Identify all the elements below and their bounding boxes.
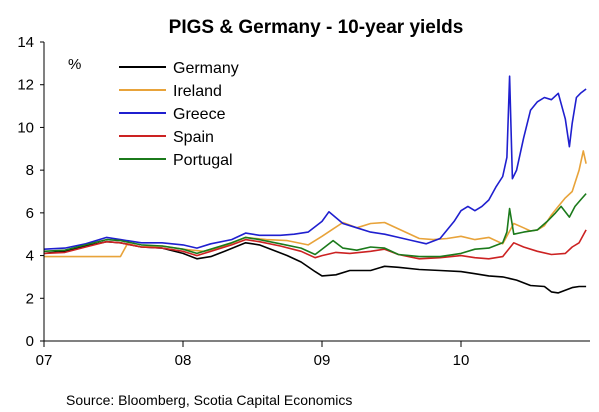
x-tick-label: 10 — [453, 352, 470, 369]
x-axis-ticks: 07 08 09 10 — [36, 341, 470, 369]
legend-label-portugal: Portugal — [173, 152, 233, 169]
legend-label-spain: Spain — [173, 129, 214, 146]
y-tick-label: 2 — [26, 290, 34, 307]
legend-label-germany: Germany — [173, 60, 239, 77]
series-line-greece — [43, 75, 587, 250]
series-line-spain — [43, 229, 587, 260]
series-line-portugal — [43, 193, 587, 258]
source-note: Source: Bloomberg, Scotia Capital Econom… — [66, 392, 352, 408]
legend: Germany Ireland Greece Spain Portugal — [119, 60, 239, 169]
x-tick-label: 08 — [175, 352, 192, 369]
y-axis-ticks: 0 2 4 6 8 10 12 14 — [17, 34, 44, 350]
x-tick-label: 09 — [314, 352, 331, 369]
x-tick-label: 07 — [36, 352, 53, 369]
legend-label-ireland: Ireland — [173, 83, 222, 100]
series-lines — [43, 75, 587, 294]
y-tick-label: 12 — [17, 77, 34, 94]
y-tick-label: 0 — [26, 333, 34, 350]
y-tick-label: 14 — [17, 34, 34, 51]
chart-title: PIGS & Germany - 10-year yields — [169, 17, 464, 38]
y-tick-label: 8 — [26, 162, 34, 179]
legend-label-greece: Greece — [173, 106, 226, 123]
unit-label: % — [68, 56, 81, 73]
y-tick-label: 10 — [17, 119, 34, 136]
series-line-germany — [43, 240, 587, 294]
y-tick-label: 6 — [26, 205, 34, 222]
y-tick-label: 4 — [26, 248, 34, 265]
